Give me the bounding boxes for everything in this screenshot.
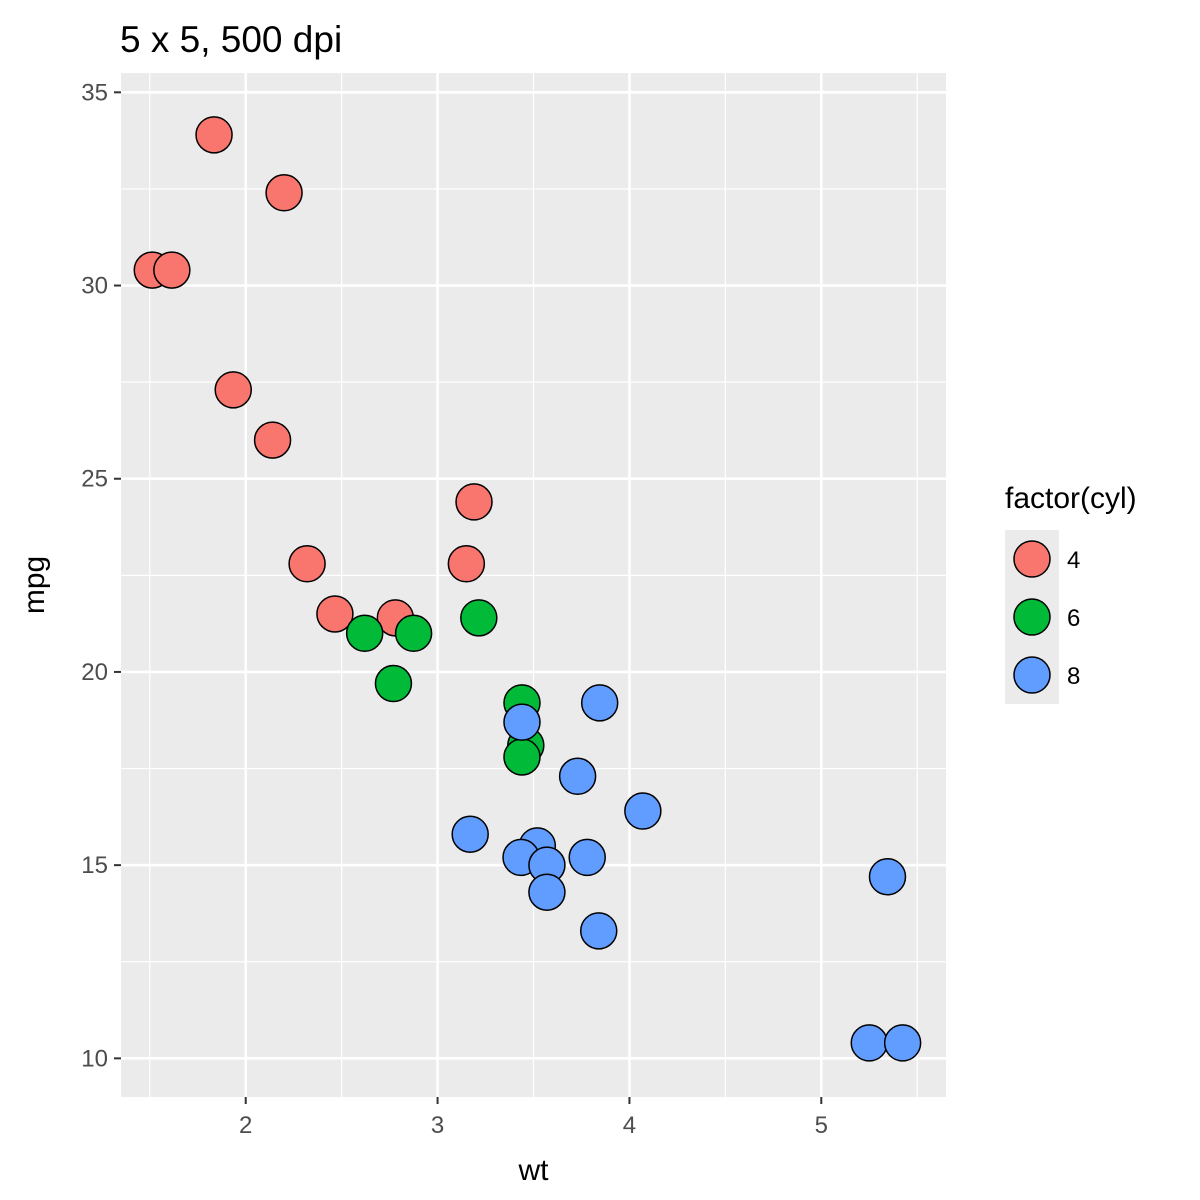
y-tick-label: 20: [81, 659, 108, 686]
axis-ticks: 2 3 4 5 10 15 20 25 30 35: [81, 79, 828, 1139]
x-tick-label: 3: [431, 1112, 444, 1139]
data-point-cyl-6: [374, 664, 413, 703]
chart-title: 5 x 5, 500 dpi: [120, 19, 342, 60]
legend-marker-8: [1013, 656, 1051, 694]
data-point-cyl-6: [503, 738, 541, 776]
data-point-cyl-4: [153, 251, 191, 289]
data-point-cyl-8: [624, 792, 662, 830]
legend-title: factor(cyl): [1005, 482, 1137, 515]
legend-label-8: 8: [1067, 663, 1080, 690]
legend-marker-6: [1013, 598, 1051, 636]
data-point-cyl-8: [558, 757, 597, 796]
x-tick-label: 5: [815, 1112, 828, 1139]
data-point-cyl-8: [568, 838, 606, 877]
data-point-cyl-4: [447, 544, 486, 583]
data-point-cyl-4: [288, 544, 326, 583]
legend-label-4: 4: [1067, 547, 1080, 574]
data-point-cyl-6: [345, 614, 384, 653]
data-point-cyl-6: [460, 599, 498, 637]
data-point-cyl-8: [580, 684, 619, 722]
data-point-cyl-4: [214, 371, 252, 409]
data-point-cyl-8: [868, 857, 907, 896]
data-point-cyl-8: [451, 815, 489, 853]
x-axis-title: wt: [518, 1154, 550, 1187]
x-tick-label: 4: [623, 1112, 636, 1139]
data-point-cyl-4: [265, 174, 303, 212]
y-tick-label: 35: [81, 79, 108, 106]
data-point-cyl-8: [850, 1024, 889, 1062]
data-point-cyl-6: [394, 614, 433, 653]
data-point-cyl-4: [195, 116, 233, 154]
y-axis-title: mpg: [18, 556, 51, 614]
data-point-cyl-8: [579, 912, 618, 950]
data-point-cyl-8: [503, 703, 541, 741]
legend-label-6: 6: [1067, 605, 1080, 632]
major-gridlines: [121, 73, 946, 1097]
data-points: [133, 116, 922, 1062]
data-point-cyl-4: [316, 595, 354, 633]
minor-gridlines: [121, 73, 946, 1097]
legend-marker-4: [1013, 540, 1051, 578]
legend: factor(cyl) 4 6 8: [1005, 482, 1137, 704]
y-tick-label: 15: [81, 852, 108, 879]
x-tick-label: 2: [239, 1112, 252, 1139]
y-tick-label: 10: [81, 1045, 108, 1072]
y-tick-label: 30: [81, 273, 108, 300]
data-point-cyl-4: [253, 421, 292, 459]
data-point-cyl-8: [528, 873, 566, 911]
data-point-cyl-4: [455, 483, 493, 521]
y-tick-label: 25: [81, 466, 108, 493]
data-point-cyl-8: [883, 1024, 922, 1062]
